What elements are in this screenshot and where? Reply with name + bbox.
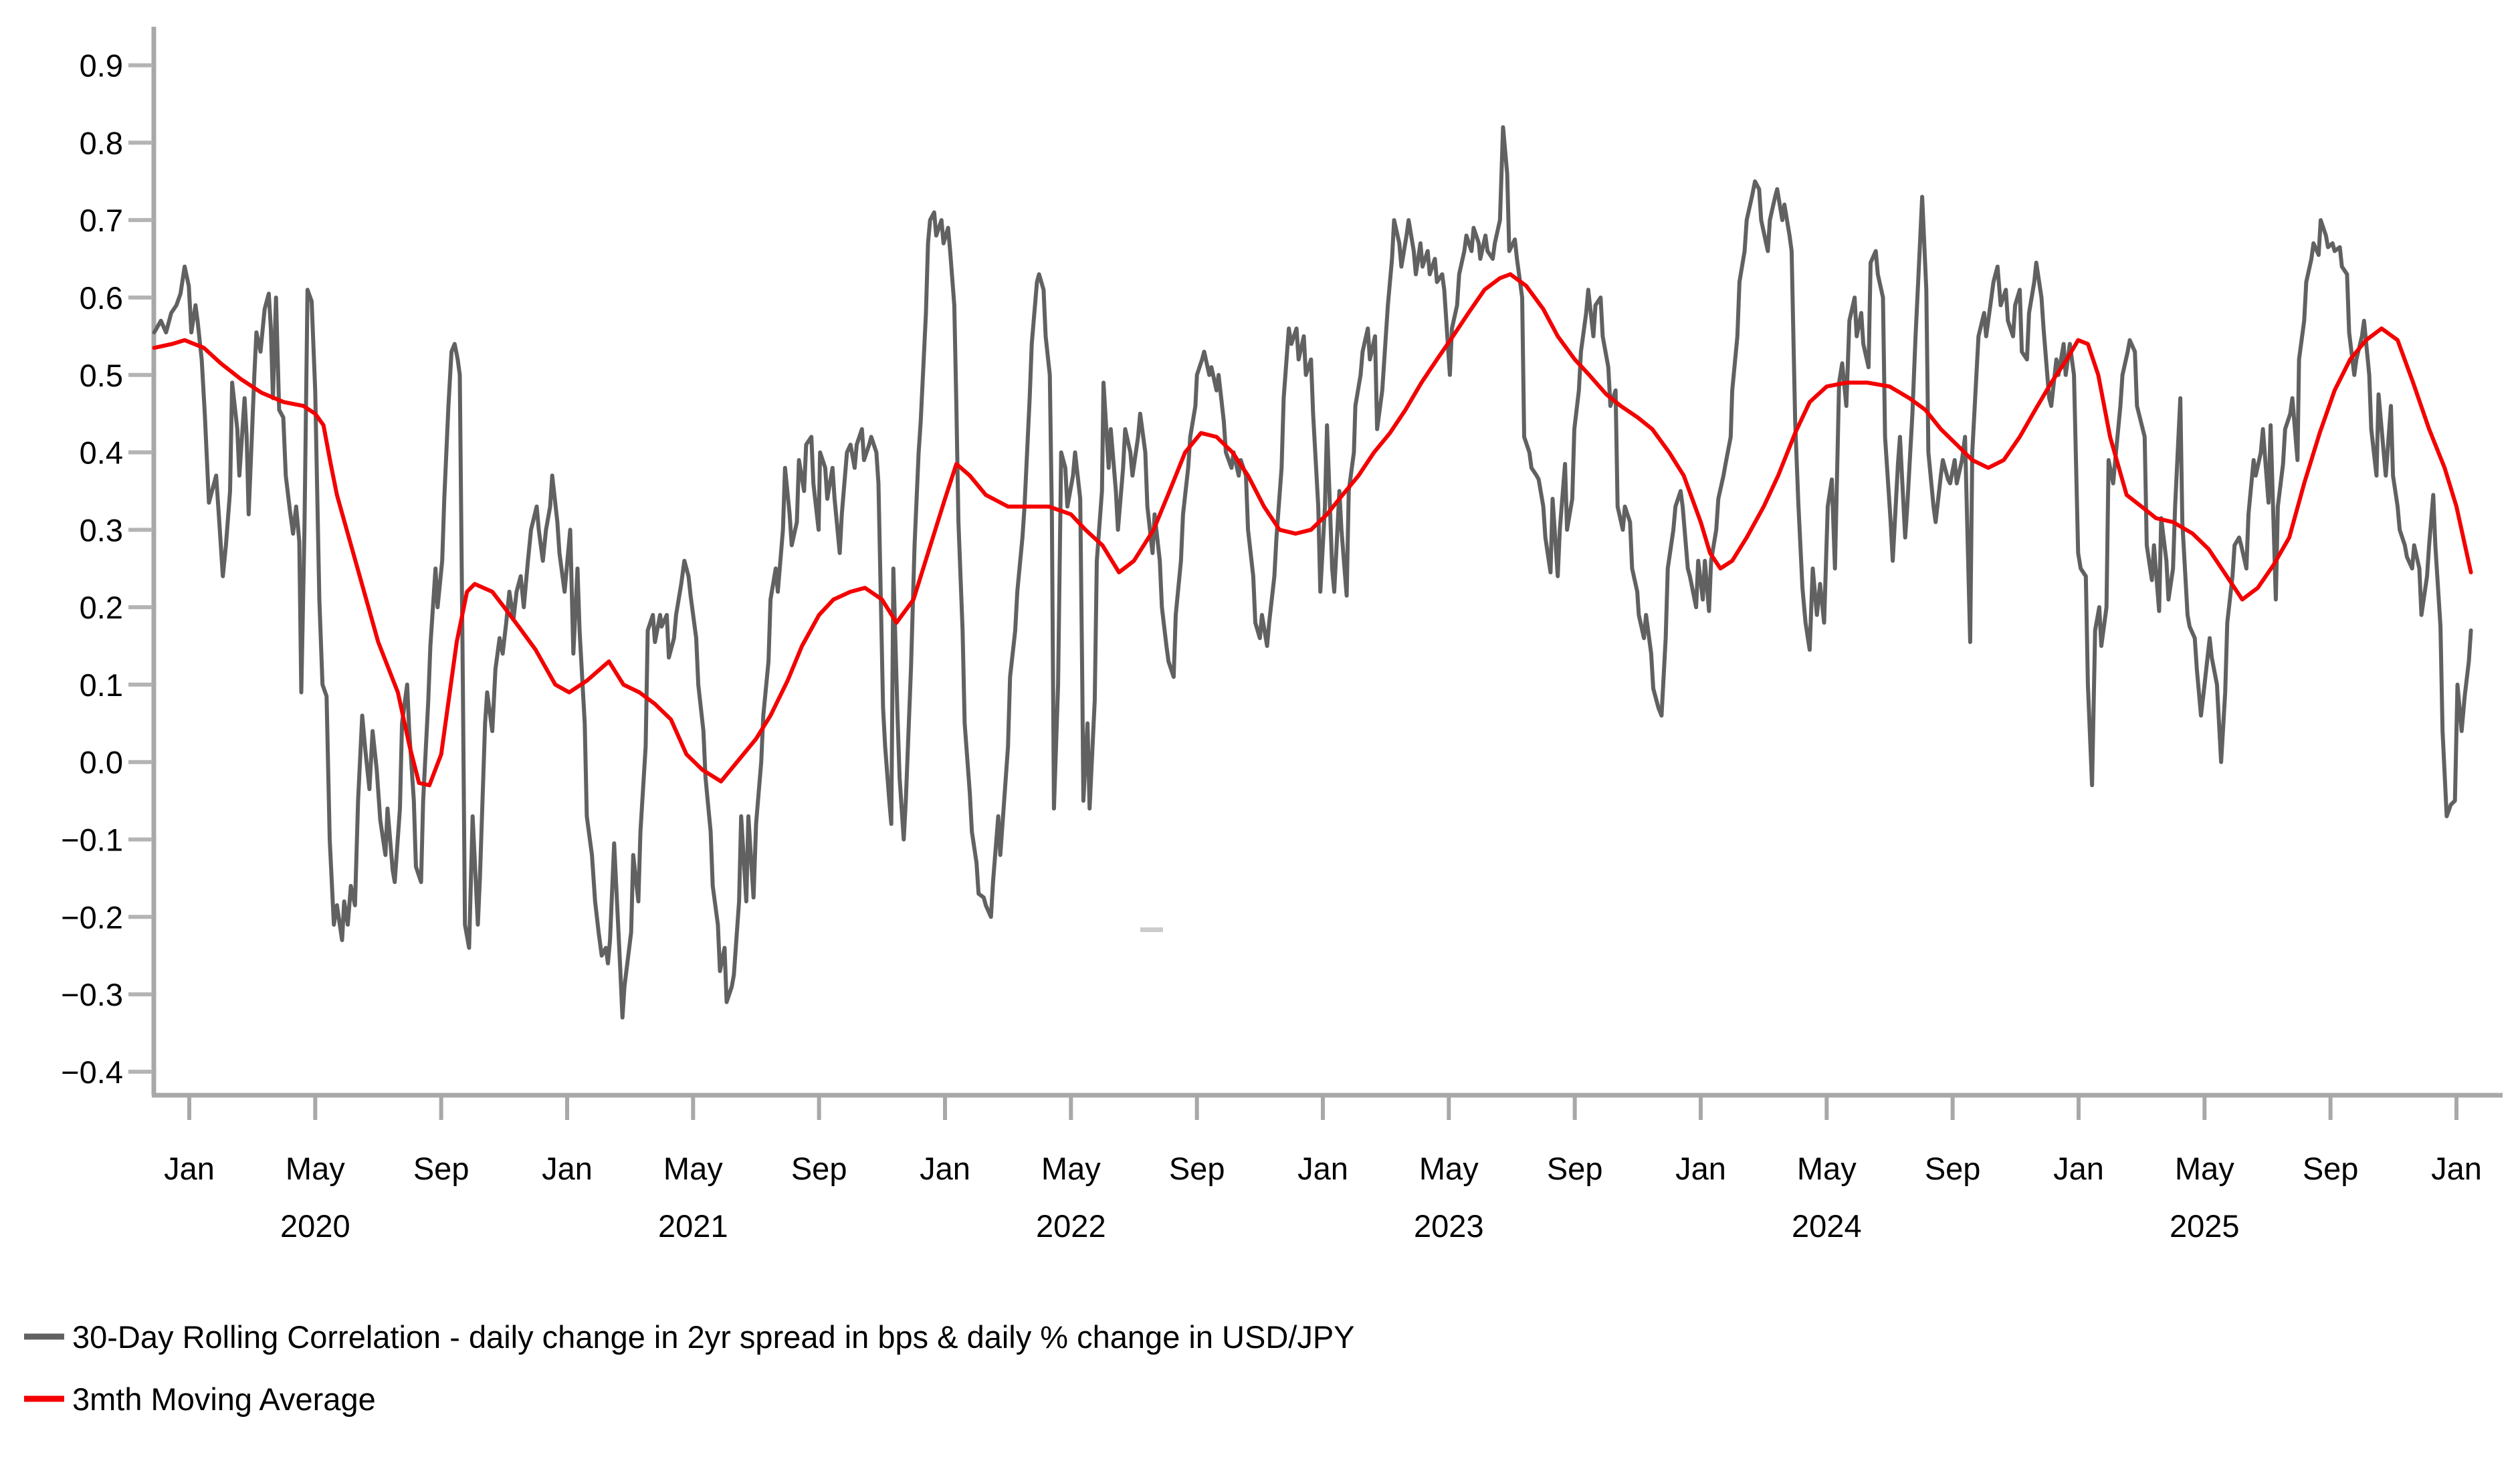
y-tick-label: −0.2 (61, 899, 123, 935)
x-tick-label: Sep (413, 1151, 469, 1186)
x-tick-label: May (1419, 1151, 1479, 1186)
legend-label-moving-average: 3mth Moving Average (72, 1381, 376, 1417)
y-tick-label: 0.8 (80, 125, 123, 160)
x-tick-label: May (2175, 1151, 2234, 1186)
x-year-label: 2023 (1414, 1208, 1484, 1244)
y-tick-label: 0.1 (80, 667, 123, 703)
x-year-label: 2021 (658, 1208, 728, 1244)
legend-label-correlation: 30-Day Rolling Correlation - daily chang… (72, 1319, 1355, 1355)
x-year-label: 2020 (280, 1208, 350, 1244)
y-tick-label: 0.0 (80, 745, 123, 780)
x-tick-label: May (1041, 1151, 1101, 1186)
x-tick-label: Jan (164, 1151, 215, 1186)
y-tick-label: 0.6 (80, 280, 123, 316)
y-tick-label: 0.4 (80, 435, 123, 471)
y-tick-label: 0.9 (80, 48, 123, 84)
x-tick-label: Sep (2303, 1151, 2359, 1186)
x-tick-label: Sep (1169, 1151, 1225, 1186)
y-tick-label: 0.5 (80, 358, 123, 393)
x-tick-label: Jan (1675, 1151, 1726, 1186)
legend: 30-Day Rolling Correlation - daily chang… (24, 1319, 1355, 1417)
x-tick-label: May (663, 1151, 723, 1186)
x-tick-label: Jan (1297, 1151, 1348, 1186)
x-year-label: 2024 (1792, 1208, 1862, 1244)
x-tick-label: Jan (920, 1151, 970, 1186)
legend-item-correlation: 30-Day Rolling Correlation - daily chang… (24, 1319, 1355, 1355)
y-tick-label: 0.2 (80, 590, 123, 625)
x-tick-label: Jan (542, 1151, 593, 1186)
artifact-smudge (1140, 927, 1163, 932)
y-tick-label: 0.7 (80, 203, 123, 238)
axes: 0.9 0.8 0.7 0.6 0.5 0.4 0.3 0.2 0.1 0.0 −0.1 −0.2 −0… (61, 27, 2503, 1244)
y-tick-label: −0.4 (61, 1054, 123, 1090)
legend-item-moving-average: 3mth Moving Average (24, 1381, 376, 1417)
x-tick-label: Sep (791, 1151, 847, 1186)
y-tick-label: −0.1 (61, 822, 123, 858)
x-tick-label: Sep (1925, 1151, 1981, 1186)
x-tick-label: May (1797, 1151, 1857, 1186)
y-tick-label: 0.3 (80, 512, 123, 548)
x-tick-label: Sep (1547, 1151, 1603, 1186)
y-tick-label: −0.3 (61, 977, 123, 1012)
x-tick-label: May (286, 1151, 345, 1186)
x-tick-label: Jan (2053, 1151, 2104, 1186)
series-lines (152, 125, 2473, 1020)
moving-average-line (152, 272, 2473, 788)
correlation-line (152, 125, 2473, 1020)
x-tick-label: Jan (2431, 1151, 2482, 1186)
x-year-label: 2025 (2170, 1208, 2240, 1244)
x-year-label: 2022 (1036, 1208, 1106, 1244)
